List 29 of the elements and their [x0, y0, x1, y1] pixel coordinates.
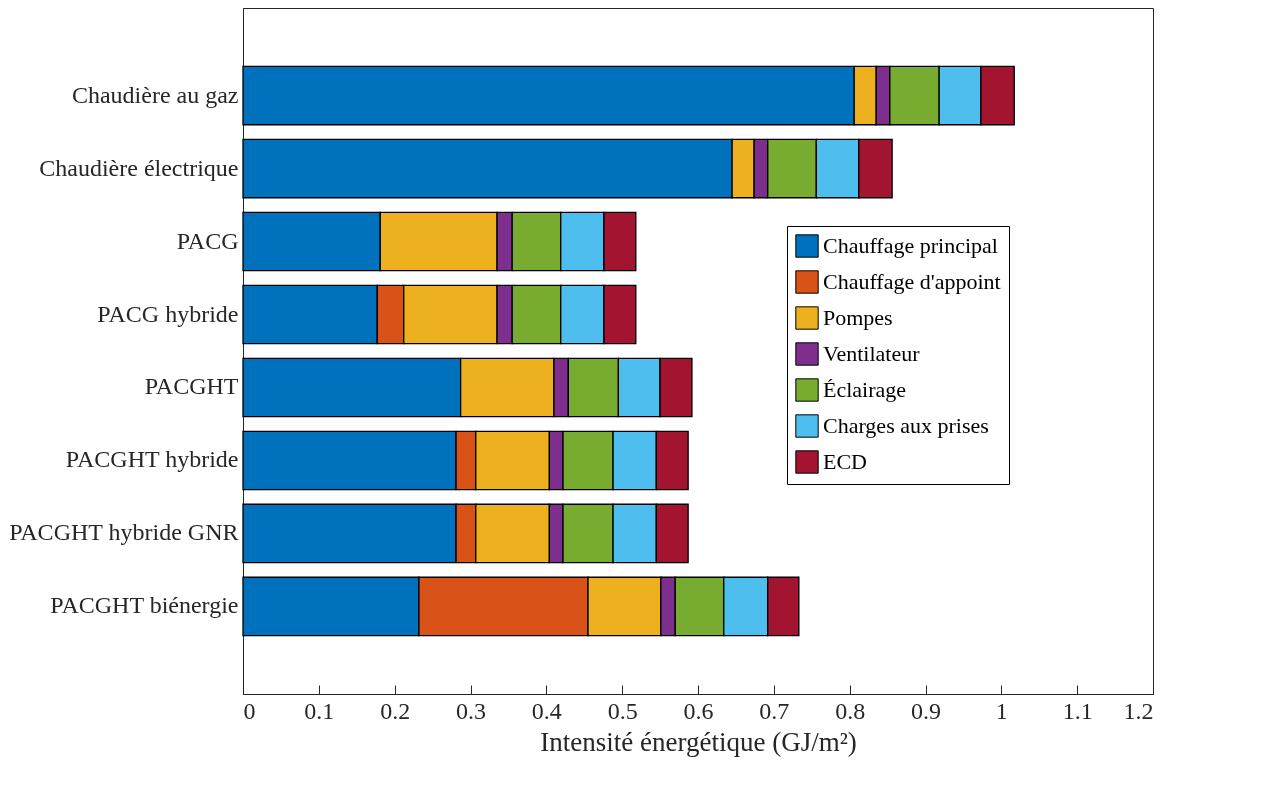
x-tick-label: 1	[995, 697, 1008, 724]
y-tick-label: PACG	[176, 227, 239, 254]
y-tick-label: Chaudière électrique	[39, 154, 239, 181]
y-tick-label: PACG hybride	[97, 300, 239, 327]
y-tick-label: PACGHT	[144, 373, 239, 400]
legend-label: Chauffage principal	[823, 233, 998, 258]
x-tick-label: 1.2	[1123, 697, 1154, 724]
x-axis-title: Intensité énergétique (GJ/m²)	[540, 726, 857, 757]
y-tick-label: PACGHT hybride GNR	[9, 519, 239, 546]
y-tick-label: PACGHT biénergie	[50, 592, 239, 619]
x-tick-label: 0.9	[911, 697, 941, 724]
x-tick-label: 0.8	[835, 697, 866, 724]
x-tick-label: 0.3	[456, 697, 486, 724]
legend-label: Pompes	[823, 305, 893, 330]
legend-label: ECD	[823, 449, 867, 474]
x-tick-label: 0.5	[607, 697, 638, 724]
x-tick-label: 0.6	[683, 697, 714, 724]
legend-label: Éclairage	[823, 377, 907, 402]
x-tick-label: 0.4	[531, 697, 562, 724]
legend-label: Chauffage d'appoint	[823, 269, 1001, 294]
x-tick-label: 0	[243, 697, 256, 724]
y-tick-label: Chaudière au gaz	[71, 81, 239, 108]
legend-label: Charges aux prises	[823, 413, 989, 438]
x-tick-label: 0.1	[304, 697, 335, 724]
legend-label: Ventilateur	[823, 341, 921, 366]
x-tick-label: 1.1	[1062, 697, 1093, 724]
x-tick-label: 0.2	[380, 697, 411, 724]
x-tick-label: 0.7	[759, 697, 790, 724]
y-tick-label: PACGHT hybride	[65, 446, 239, 473]
